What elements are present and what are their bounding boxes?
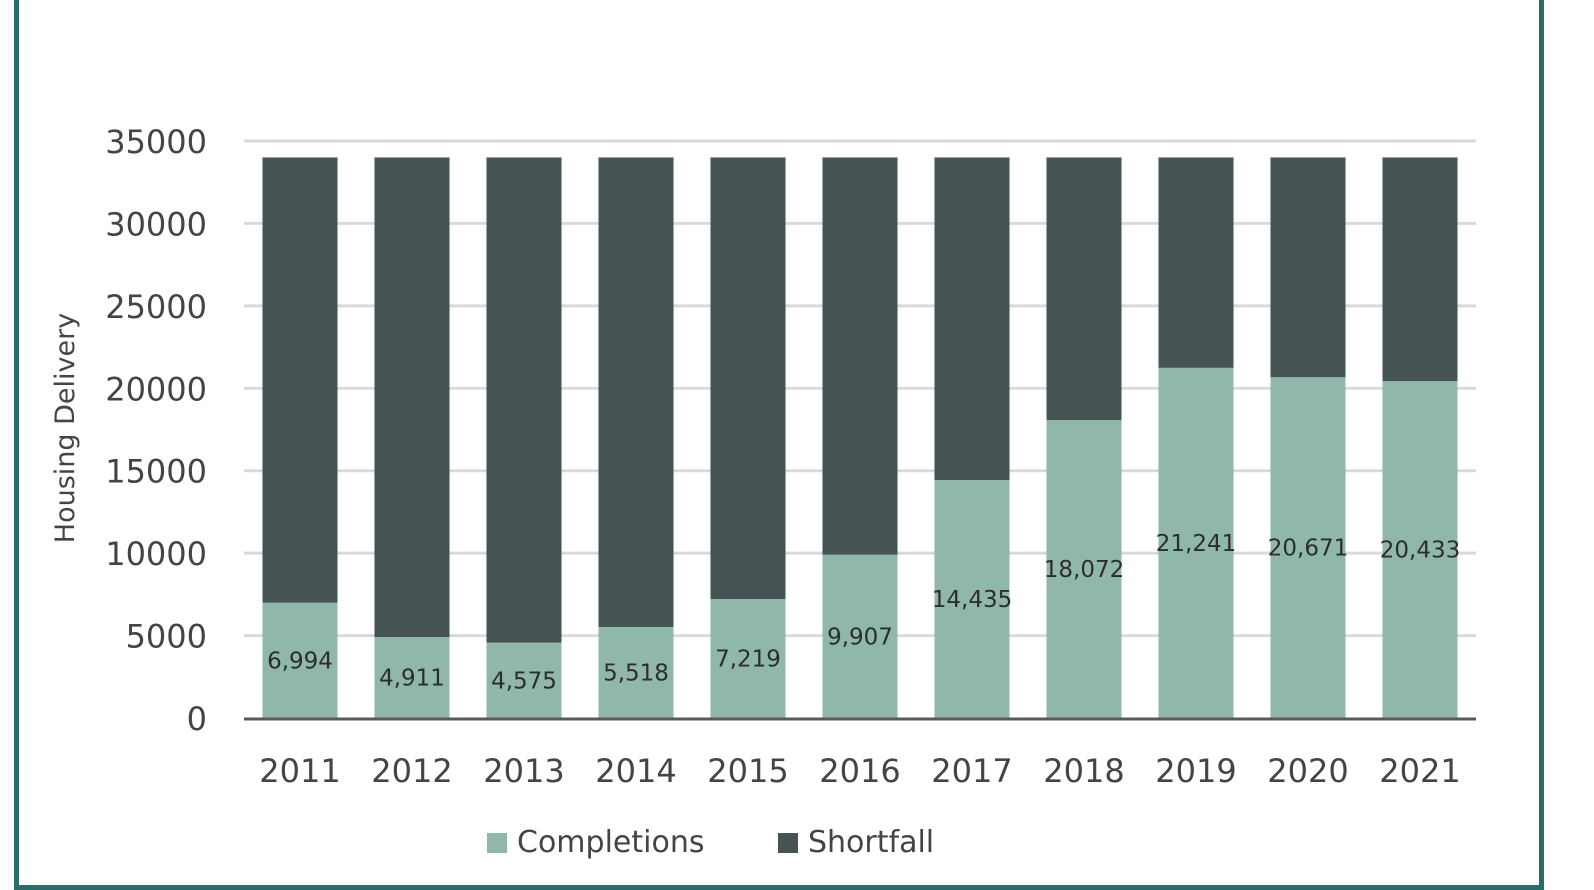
bar-completions-2011 <box>262 602 338 718</box>
data-label-2020: 20,671 <box>1268 536 1348 562</box>
bar-shortfall-2017 <box>934 157 1010 481</box>
data-label-2016: 9,907 <box>827 624 893 650</box>
y-tick-label: 5000 <box>126 618 207 656</box>
x-tick-label-2021: 2021 <box>1379 752 1460 790</box>
bars <box>262 157 1458 718</box>
bar-shortfall-2013 <box>486 157 562 643</box>
bar-completions-2020 <box>1270 377 1346 718</box>
data-label-2013: 4,575 <box>491 668 557 694</box>
bar-shortfall-2016 <box>822 157 898 555</box>
data-label-2015: 7,219 <box>715 646 781 672</box>
stacked-bar-chart: 6,994 4,911 4,575 5,518 7,219 9,907 14,435 18,0… <box>50 123 1476 860</box>
x-tick-label-2017: 2017 <box>931 752 1012 790</box>
bar-shortfall-2011 <box>262 157 338 603</box>
data-label-2011: 6,994 <box>267 648 333 674</box>
data-label-2018: 18,072 <box>1044 557 1124 583</box>
bar-completions-2014 <box>598 627 674 718</box>
data-labels: 6,994 4,911 4,575 5,518 7,219 9,907 14,435 18,0… <box>267 531 1460 694</box>
bar-completions-2013 <box>486 642 562 718</box>
y-tick-label: 30000 <box>105 205 207 243</box>
bar-shortfall-2014 <box>598 157 674 628</box>
bar-shortfall-2018 <box>1046 157 1122 421</box>
x-tick-label-2015: 2015 <box>707 752 788 790</box>
y-tick-label: 25000 <box>105 288 207 326</box>
bar-shortfall-2015 <box>710 157 786 599</box>
bar-completions-2012 <box>374 637 450 718</box>
x-tick-label-2013: 2013 <box>483 752 564 790</box>
y-tick-label: 20000 <box>105 370 207 408</box>
y-axis-ticks: 0 5000 10000 15000 20000 25000 30000 35000 <box>105 123 207 738</box>
y-tick-label: 15000 <box>105 453 207 491</box>
x-tick-label-2016: 2016 <box>819 752 900 790</box>
bar-completions-2017 <box>934 480 1010 718</box>
legend: Completions Shortfall <box>487 825 934 860</box>
bar-shortfall-2020 <box>1270 157 1346 378</box>
legend-label-shortfall: Shortfall <box>808 825 934 860</box>
data-label-2021: 20,433 <box>1380 538 1460 564</box>
legend-swatch-shortfall <box>778 833 798 853</box>
bar-shortfall-2019 <box>1158 157 1234 368</box>
x-tick-label-2018: 2018 <box>1043 752 1124 790</box>
x-tick-label-2020: 2020 <box>1267 752 1348 790</box>
bar-shortfall-2021 <box>1382 157 1458 382</box>
x-tick-label-2011: 2011 <box>259 752 340 790</box>
y-tick-label: 0 <box>187 700 207 738</box>
bar-completions-2016 <box>822 554 898 718</box>
bar-completions-2021 <box>1382 381 1458 718</box>
data-label-2017: 14,435 <box>932 587 1012 613</box>
bar-completions-2019 <box>1158 367 1234 718</box>
y-tick-label: 35000 <box>105 123 207 161</box>
data-label-2014: 5,518 <box>603 661 669 687</box>
x-axis-ticks: 2011 2012 2013 2014 2015 2016 2017 2018 2019 2020… <box>259 752 1460 790</box>
data-label-2012: 4,911 <box>379 666 445 692</box>
data-label-2019: 21,241 <box>1156 531 1236 557</box>
bar-completions-2015 <box>710 598 786 718</box>
y-tick-label: 10000 <box>105 535 207 573</box>
legend-label-completions: Completions <box>517 825 704 860</box>
bar-shortfall-2012 <box>374 157 450 638</box>
bar-completions-2018 <box>1046 420 1122 718</box>
x-tick-label-2014: 2014 <box>595 752 676 790</box>
x-tick-label-2019: 2019 <box>1155 752 1236 790</box>
y-axis-title: Housing Delivery <box>50 313 81 543</box>
legend-swatch-completions <box>487 833 507 853</box>
x-tick-label-2012: 2012 <box>371 752 452 790</box>
